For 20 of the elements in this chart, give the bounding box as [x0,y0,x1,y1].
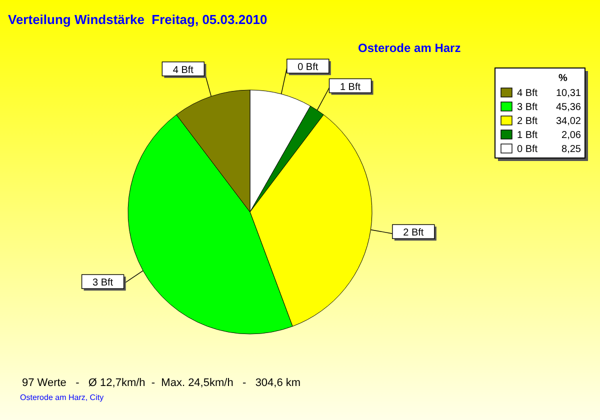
legend-label: 1 Bft [517,130,538,141]
legend-label: 2 Bft [517,116,538,127]
data-label: 34,02 [556,116,582,127]
slice-label: 0 Bft [298,62,318,74]
slice-label: 1 Bft [340,82,361,93]
slice-label: 3 Bft [92,278,114,289]
legend-label: 3 Bft [517,102,538,113]
slice-label: 4 Bft [172,64,194,76]
data-label: 10,31 [556,88,582,99]
chart-subtitle: Osterode am Harz [358,41,461,55]
data-label: 2,06 [562,130,582,141]
chart-title: Verteilung Windstärke Freitag, 05.03.2010 [8,12,268,27]
legend-label: 4 Bft [517,88,538,99]
data-label: 8,25 [562,144,582,155]
slice-label: 2 Bft [403,228,424,239]
legend-title: % [558,73,568,84]
text: 97 Werte - Ø 12,7km/h - Max. 24,5km/h - 304,6 km [22,377,301,389]
legend-label: 0 Bft [517,144,538,155]
text: Osterode am Harz, City [20,393,104,402]
data-label: 45,36 [556,102,582,113]
